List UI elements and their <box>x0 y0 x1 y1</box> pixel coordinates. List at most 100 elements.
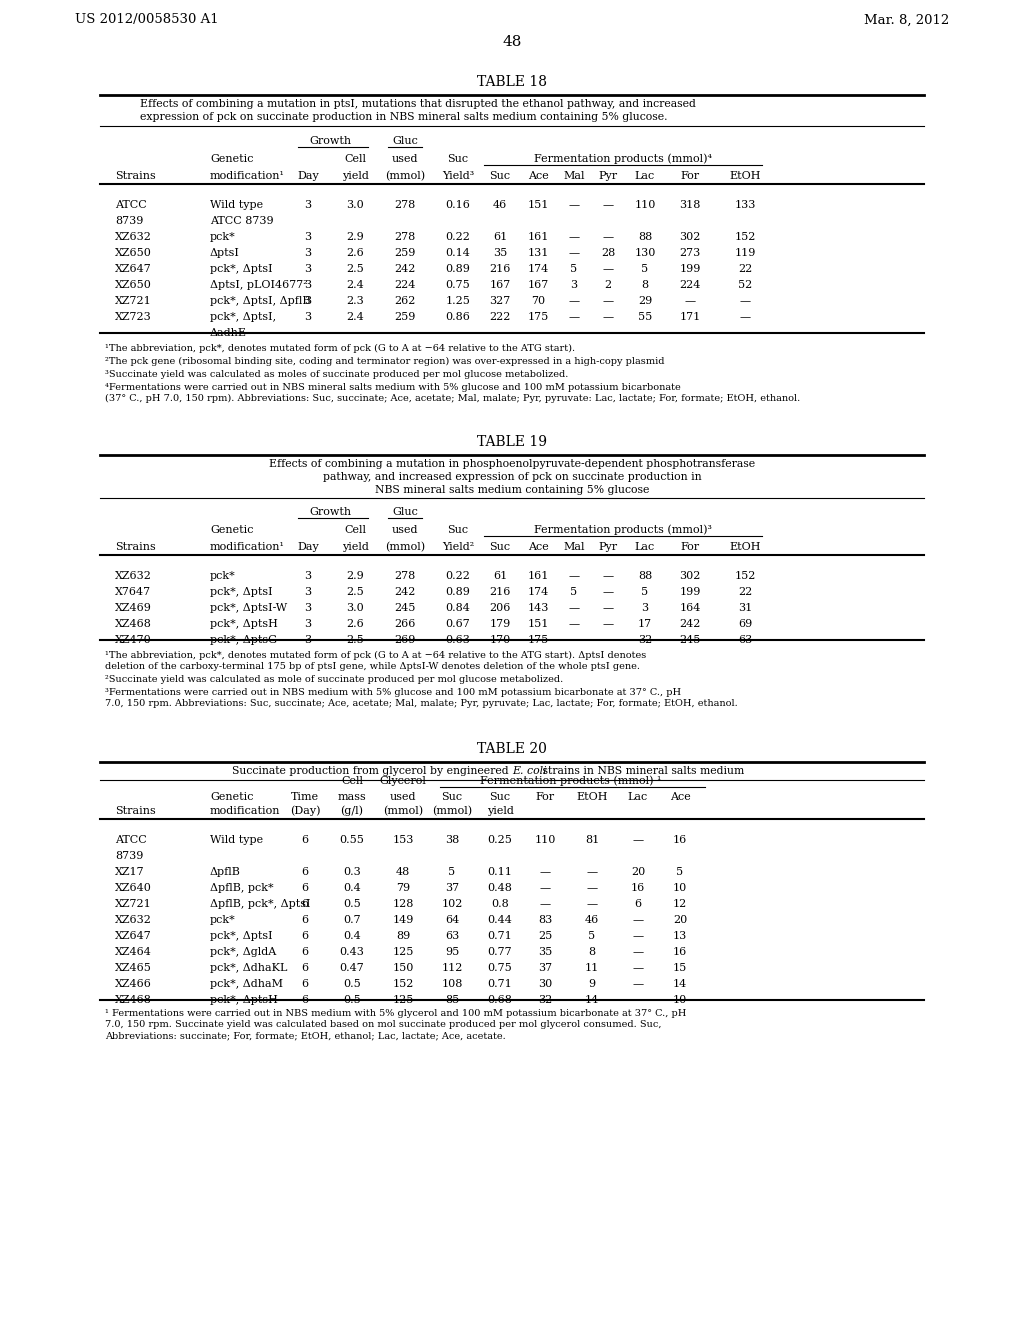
Text: 5: 5 <box>449 867 456 876</box>
Text: 20: 20 <box>673 915 687 925</box>
Text: 161: 161 <box>527 232 549 242</box>
Text: —: — <box>684 296 695 306</box>
Text: 1.25: 1.25 <box>445 296 470 306</box>
Text: XZ721: XZ721 <box>115 296 152 306</box>
Text: 10: 10 <box>673 883 687 894</box>
Text: —: — <box>587 899 598 909</box>
Text: 0.11: 0.11 <box>487 867 512 876</box>
Text: 242: 242 <box>394 587 416 597</box>
Text: 14: 14 <box>585 995 599 1005</box>
Text: Ace: Ace <box>527 172 549 181</box>
Text: 110: 110 <box>535 836 556 845</box>
Text: pck*: pck* <box>210 232 236 242</box>
Text: 61: 61 <box>493 232 507 242</box>
Text: XZ650: XZ650 <box>115 280 152 290</box>
Text: 7.0, 150 rpm. Abbreviations: Suc, succinate; Ace, acetate; Mal, malate; Pyr, pyr: 7.0, 150 rpm. Abbreviations: Suc, succin… <box>105 700 737 708</box>
Text: 130: 130 <box>634 248 655 257</box>
Text: 0.77: 0.77 <box>487 946 512 957</box>
Text: 161: 161 <box>527 572 549 581</box>
Text: 259: 259 <box>394 312 416 322</box>
Text: TABLE 20: TABLE 20 <box>477 742 547 756</box>
Text: Fermentation products (mmol) ¹: Fermentation products (mmol) ¹ <box>480 775 662 785</box>
Text: —: — <box>568 232 580 242</box>
Text: 273: 273 <box>679 248 700 257</box>
Text: For: For <box>680 172 699 181</box>
Text: 245: 245 <box>394 603 416 612</box>
Text: 11: 11 <box>585 964 599 973</box>
Text: 5: 5 <box>677 867 684 876</box>
Text: For: For <box>536 792 555 803</box>
Text: 9: 9 <box>589 979 596 989</box>
Text: Suc: Suc <box>489 543 511 552</box>
Text: 266: 266 <box>394 619 416 630</box>
Text: —: — <box>568 635 580 645</box>
Text: used: used <box>392 525 418 535</box>
Text: 133: 133 <box>734 201 756 210</box>
Text: 3: 3 <box>304 603 311 612</box>
Text: —: — <box>633 915 643 925</box>
Text: XZ468: XZ468 <box>115 619 152 630</box>
Text: 55: 55 <box>638 312 652 322</box>
Text: XZ721: XZ721 <box>115 899 152 909</box>
Text: 125: 125 <box>392 995 414 1005</box>
Text: XZ650: XZ650 <box>115 248 152 257</box>
Text: 224: 224 <box>394 280 416 290</box>
Text: 0.7: 0.7 <box>343 915 360 925</box>
Text: 8: 8 <box>589 946 596 957</box>
Text: 6: 6 <box>635 899 642 909</box>
Text: —: — <box>602 264 613 275</box>
Text: —: — <box>633 964 643 973</box>
Text: —: — <box>602 619 613 630</box>
Text: 0.14: 0.14 <box>445 248 470 257</box>
Text: —: — <box>568 248 580 257</box>
Text: —: — <box>568 201 580 210</box>
Text: 2.5: 2.5 <box>346 264 364 275</box>
Text: pck*: pck* <box>210 572 236 581</box>
Text: 125: 125 <box>392 946 414 957</box>
Text: NBS mineral salts medium containing 5% glucose: NBS mineral salts medium containing 5% g… <box>375 484 649 495</box>
Text: 32: 32 <box>638 635 652 645</box>
Text: EtOH: EtOH <box>577 792 608 803</box>
Text: Time: Time <box>291 792 319 803</box>
Text: (g/l): (g/l) <box>341 805 364 816</box>
Text: 6: 6 <box>301 915 308 925</box>
Text: pck*, ΔgldA: pck*, ΔgldA <box>210 946 276 957</box>
Text: 8739: 8739 <box>115 851 143 861</box>
Text: Abbreviations: succinate; For, formate; EtOH, ethanol; Lac, lactate; Ace, acetat: Abbreviations: succinate; For, formate; … <box>105 1031 506 1040</box>
Text: 245: 245 <box>679 635 700 645</box>
Text: yield: yield <box>342 172 369 181</box>
Text: Strains: Strains <box>115 543 156 552</box>
Text: 8739: 8739 <box>115 216 143 226</box>
Text: 5: 5 <box>570 264 578 275</box>
Text: 0.68: 0.68 <box>487 995 512 1005</box>
Text: 222: 222 <box>489 312 511 322</box>
Text: 199: 199 <box>679 264 700 275</box>
Text: XZ632: XZ632 <box>115 232 152 242</box>
Text: ²Succinate yield was calculated as mole of succinate produced per mol glucose me: ²Succinate yield was calculated as mole … <box>105 675 563 684</box>
Text: 22: 22 <box>738 264 752 275</box>
Text: 6: 6 <box>301 995 308 1005</box>
Text: —: — <box>587 883 598 894</box>
Text: 153: 153 <box>392 836 414 845</box>
Text: ATCC: ATCC <box>115 836 146 845</box>
Text: 164: 164 <box>679 603 700 612</box>
Text: XZ17: XZ17 <box>115 867 144 876</box>
Text: Cell: Cell <box>341 776 362 785</box>
Text: pck*, ΔptsI-W: pck*, ΔptsI-W <box>210 603 287 612</box>
Text: 5: 5 <box>589 931 596 941</box>
Text: pck*, ΔptsH: pck*, ΔptsH <box>210 619 278 630</box>
Text: 143: 143 <box>527 603 549 612</box>
Text: pck*, ΔptsI: pck*, ΔptsI <box>210 264 272 275</box>
Text: 0.3: 0.3 <box>343 867 360 876</box>
Text: 3: 3 <box>304 587 311 597</box>
Text: Lac: Lac <box>635 172 655 181</box>
Text: —: — <box>633 931 643 941</box>
Text: 6: 6 <box>301 979 308 989</box>
Text: 0.4: 0.4 <box>343 883 360 894</box>
Text: 15: 15 <box>673 964 687 973</box>
Text: 2.9: 2.9 <box>346 232 364 242</box>
Text: 278: 278 <box>394 232 416 242</box>
Text: 2.4: 2.4 <box>346 280 364 290</box>
Text: XZ469: XZ469 <box>115 603 152 612</box>
Text: 174: 174 <box>527 587 549 597</box>
